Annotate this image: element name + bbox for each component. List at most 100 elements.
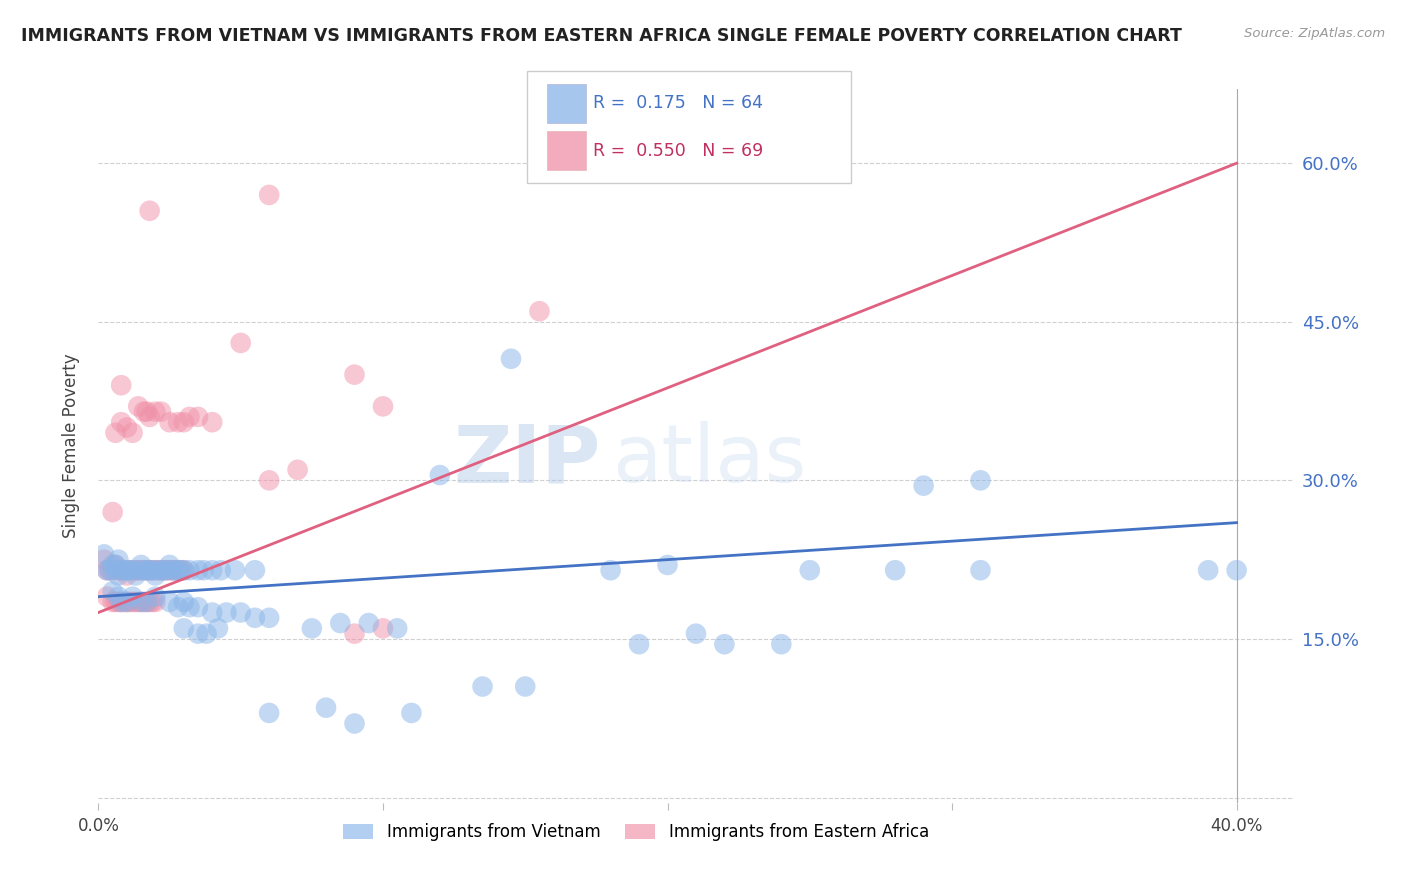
- Point: [127, 595, 149, 609]
- Point: [135, 563, 157, 577]
- Point: [138, 203, 160, 218]
- Point: [173, 415, 195, 429]
- Point: [118, 595, 141, 609]
- Point: [115, 595, 138, 609]
- Legend: Immigrants from Vietnam, Immigrants from Eastern Africa: Immigrants from Vietnam, Immigrants from…: [336, 817, 936, 848]
- Point: [101, 595, 124, 609]
- Point: [224, 563, 246, 577]
- Point: [257, 188, 280, 202]
- Point: [229, 606, 252, 620]
- Point: [153, 563, 176, 577]
- Point: [159, 563, 181, 577]
- Point: [107, 552, 129, 566]
- Point: [257, 474, 280, 488]
- Point: [135, 595, 157, 609]
- Point: [148, 563, 170, 577]
- Point: [118, 563, 141, 577]
- Point: [107, 595, 129, 609]
- Point: [1226, 563, 1249, 577]
- Point: [657, 558, 679, 572]
- Point: [1197, 563, 1219, 577]
- Text: R =  0.550   N = 69: R = 0.550 N = 69: [593, 142, 763, 160]
- Point: [799, 563, 821, 577]
- Point: [167, 600, 190, 615]
- Point: [121, 563, 143, 577]
- Point: [301, 621, 323, 635]
- Point: [165, 563, 187, 577]
- Point: [101, 584, 124, 599]
- Point: [912, 478, 935, 492]
- Point: [112, 595, 135, 609]
- Point: [159, 415, 181, 429]
- Point: [713, 637, 735, 651]
- Point: [143, 568, 166, 582]
- Point: [187, 563, 209, 577]
- Point: [499, 351, 522, 366]
- Point: [98, 563, 121, 577]
- Point: [132, 595, 155, 609]
- Point: [170, 563, 193, 577]
- Point: [127, 563, 149, 577]
- Point: [628, 637, 651, 651]
- Point: [148, 563, 170, 577]
- Point: [132, 404, 155, 418]
- Point: [969, 563, 991, 577]
- Point: [104, 558, 127, 572]
- Point: [770, 637, 793, 651]
- Point: [243, 563, 266, 577]
- Point: [124, 595, 146, 609]
- Point: [121, 425, 143, 440]
- Point: [193, 563, 215, 577]
- Point: [343, 368, 366, 382]
- Point: [127, 563, 149, 577]
- Point: [110, 563, 132, 577]
- Point: [201, 563, 224, 577]
- Point: [343, 716, 366, 731]
- Point: [179, 563, 201, 577]
- Point: [132, 563, 155, 577]
- Point: [143, 590, 166, 604]
- Point: [107, 563, 129, 577]
- Point: [156, 563, 179, 577]
- Point: [167, 415, 190, 429]
- Point: [132, 563, 155, 577]
- Point: [884, 563, 907, 577]
- Point: [124, 568, 146, 582]
- Point: [162, 563, 184, 577]
- Point: [173, 621, 195, 635]
- Point: [207, 621, 229, 635]
- Point: [243, 611, 266, 625]
- Point: [101, 563, 124, 577]
- Point: [141, 595, 163, 609]
- Point: [121, 595, 143, 609]
- Point: [257, 611, 280, 625]
- Point: [167, 563, 190, 577]
- Point: [110, 595, 132, 609]
- Point: [112, 563, 135, 577]
- Point: [195, 626, 218, 640]
- Point: [101, 505, 124, 519]
- Point: [209, 563, 232, 577]
- Point: [599, 563, 621, 577]
- Point: [515, 680, 537, 694]
- Point: [150, 404, 173, 418]
- Point: [138, 563, 160, 577]
- Point: [104, 558, 127, 572]
- Point: [429, 468, 451, 483]
- Point: [104, 595, 127, 609]
- Point: [124, 563, 146, 577]
- Point: [135, 404, 157, 418]
- Point: [129, 595, 152, 609]
- Point: [138, 409, 160, 424]
- Point: [118, 563, 141, 577]
- Point: [371, 400, 394, 414]
- Point: [115, 568, 138, 582]
- Point: [401, 706, 423, 720]
- Point: [104, 563, 127, 577]
- Point: [110, 563, 132, 577]
- Point: [257, 706, 280, 720]
- Point: [156, 563, 179, 577]
- Point: [229, 335, 252, 350]
- Point: [471, 680, 494, 694]
- Point: [129, 595, 152, 609]
